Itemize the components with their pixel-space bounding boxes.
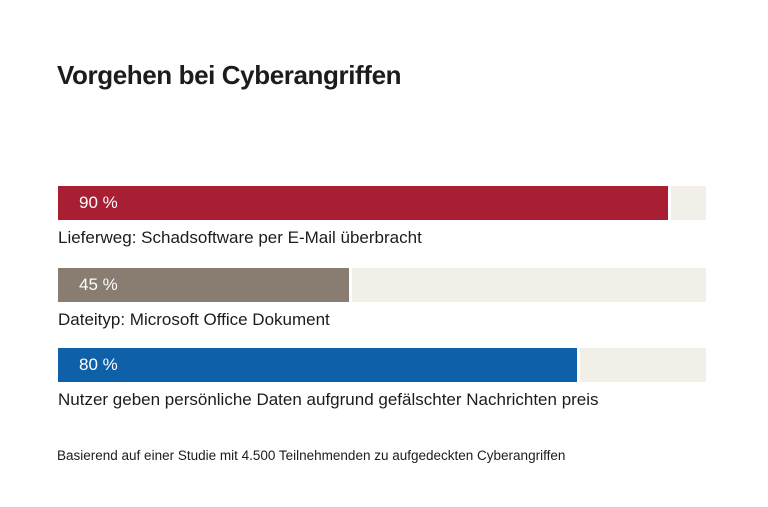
bar-value-label-2: 45 % — [79, 275, 118, 294]
source-note: Basierend auf einer Studie mit 4.500 Tei… — [57, 448, 566, 463]
chart-title: Vorgehen bei Cyberangriffen — [57, 60, 402, 90]
bar-track-1: 90 % — [58, 186, 706, 220]
bar-track-3: 80 % — [58, 348, 706, 382]
bar-row-lieferweg: 90 % Lieferweg: Schadsoftware per E-Mail… — [58, 186, 706, 248]
bar-value-label-1: 90 % — [79, 193, 118, 212]
bar-fill-2: 45 % — [58, 268, 353, 302]
bar-value-label-3: 80 % — [79, 355, 118, 374]
bar-caption-2: Dateityp: Microsoft Office Dokument — [58, 310, 330, 329]
bar-fill-1: 90 % — [58, 186, 671, 220]
bar-track-2: 45 % — [58, 268, 706, 302]
bar-fill-3: 80 % — [58, 348, 580, 382]
bar-caption-1: Lieferweg: Schadsoftware per E-Mail über… — [58, 228, 422, 247]
bar-row-dateityp: 45 % Dateityp: Microsoft Office Dokument — [58, 268, 706, 330]
bar-caption-3: Nutzer geben persönliche Daten aufgrund … — [58, 390, 599, 409]
bar-row-nutzer: 80 % Nutzer geben persönliche Daten aufg… — [58, 348, 706, 410]
